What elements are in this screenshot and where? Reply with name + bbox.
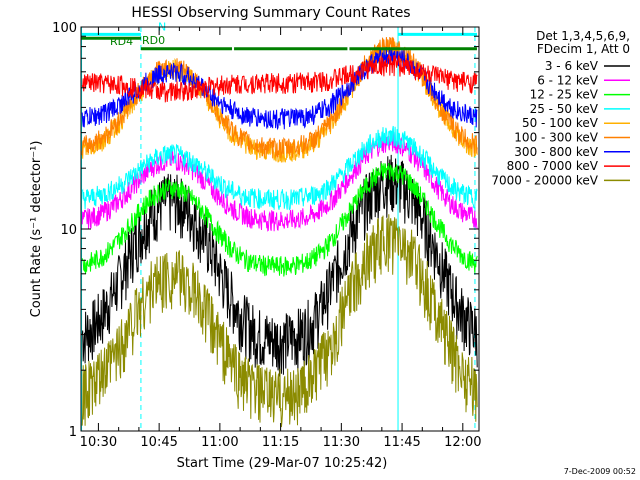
legend-entry-label: 50 - 100 keV: [522, 116, 599, 130]
legend-entry-label: 25 - 50 keV: [530, 102, 599, 116]
legend-entry-label: 12 - 25 keV: [530, 88, 599, 102]
legend-entry-label: 7000 - 20000 keV: [491, 173, 598, 187]
chart-title: HESSI Observing Summary Count Rates: [131, 5, 410, 21]
x-tick-label: 10:30: [80, 435, 117, 450]
legend-entry-label: 800 - 7000 keV: [507, 159, 599, 173]
flag-label: RD0: [142, 34, 165, 47]
legend-entry-label: 3 - 6 keV: [545, 59, 599, 73]
series-line: [81, 54, 478, 103]
y-tick-label: 100: [52, 21, 77, 36]
x-tick-label: 11:30: [323, 435, 360, 450]
legend-entry-label: 300 - 800 keV: [514, 145, 598, 159]
series-line: [81, 214, 478, 428]
flag-label: RD4: [110, 35, 133, 48]
data-layer: [81, 27, 478, 431]
series-line: [81, 125, 478, 211]
y-axis-label: Count Rate (s⁻¹ detector⁻¹): [29, 141, 44, 318]
x-tick-label: 12:00: [444, 435, 481, 450]
series-line: [81, 131, 478, 232]
legend-header-1: Det 1,3,4,5,6,9,: [536, 29, 630, 43]
y-tick-label: 10: [60, 223, 77, 238]
legend-entry-label: 100 - 300 keV: [514, 131, 598, 145]
footer-date: 7-Dec-2009 00:52: [564, 467, 636, 476]
x-axis-label: Start Time (29-Mar-07 10:25:42): [177, 456, 388, 471]
legend-entry-label: 6 - 12 keV: [537, 73, 599, 87]
x-tick-label: 11:15: [262, 435, 299, 450]
ticks-layer: 10:30 10:45 11:00 11:15 11:30 11:45 12:00 1 10 10…: [52, 21, 481, 450]
series-line: [81, 162, 478, 277]
legend: Det 1,3,4,5,6,9, FDecim 1, Att 0 3 - 6 k…: [491, 29, 630, 187]
y-tick-label: 1: [69, 425, 77, 440]
x-tick-label: 10:45: [140, 435, 177, 450]
x-tick-label: 11:00: [201, 435, 238, 450]
x-tick-label: 11:45: [383, 435, 420, 450]
legend-header-2: FDecim 1, Att 0: [537, 42, 630, 56]
